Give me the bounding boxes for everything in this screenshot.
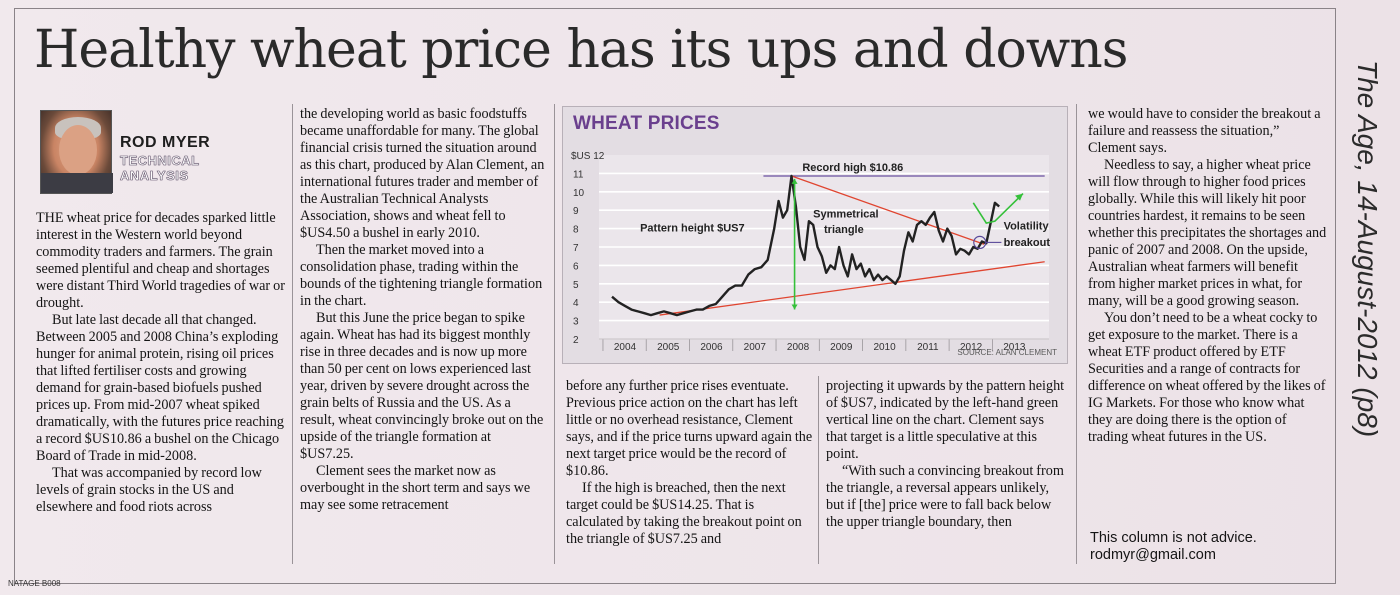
pattern-arrow-head-top [791,178,798,184]
series-layer [611,174,1000,317]
volatility-label-2: breakout [1004,237,1051,249]
paragraph: we would have to consider the breakout a… [1088,106,1321,156]
column-2: the developing world as basic foodstuffs… [300,106,546,514]
paragraph: Clement sees the market now as overbough… [300,463,531,513]
y-tick-label: 8 [573,225,579,236]
paragraph: But late last decade all that changed. B… [36,312,284,464]
y-tick-label: 6 [573,261,579,272]
author-tag-line2: ANALYSIS [120,168,189,184]
handwritten-text: The Age, 14-August-2012 (p8) [1352,60,1383,437]
pattern-height-label: Pattern height $US7 [640,222,745,234]
handwritten-note: The Age, 14-August-2012 (p8) [1352,60,1383,437]
paragraph: But this June the price began to spike a… [300,310,544,462]
page-code: NATAGE B008 [8,579,61,588]
y-tick-label: 10 [573,188,585,199]
column-divider [292,104,293,564]
byline: ROD MYER TECHNICAL ANALYSIS [36,106,288,196]
column-3: before any further price rises eventuate… [566,378,814,548]
y-tick-label: 4 [573,298,579,309]
chart-svg: 2 3 4 5 6 7 8 9 10 11 $US 12 2004 2005 2006 2007 2008 20… [571,151,1050,353]
x-tick-label: 2009 [830,342,853,353]
paragraph: the developing world as basic foodstuffs… [300,106,545,241]
triangle-label-2: triangle [824,224,864,236]
chart-source: SOURCE: ALAN CLEMENT [957,348,1057,357]
y-axis-label: $US 12 [571,151,605,162]
y-tick-label: 11 [573,169,584,180]
author-shirt [41,173,113,193]
paragraph: That was accompanied by record low level… [36,465,262,515]
paragraph: Then the market moved into a consolidati… [300,242,543,309]
headline: Healthy wheat price has its ups and down… [34,20,1128,80]
grid-layer [599,155,1049,351]
x-tick-label: 2006 [700,342,723,353]
y-tick-label: 7 [573,243,579,254]
author-email: rodmyr@gmail.com [1090,547,1216,563]
y-tick-label: 3 [573,317,579,328]
record-high-label: Record high $10.86 [802,162,903,174]
x-tick-label: 2012 [960,342,983,353]
column-divider [818,376,819,564]
upper-trend-line [791,175,985,245]
x-tick-label: 2007 [744,342,767,353]
price-series-line [611,174,1000,317]
wheat-price-chart: WHEAT PRICES 2 3 4 5 6 7 8 9 10 11 $US 12 2004 2005 2… [562,106,1068,364]
column-divider [1076,104,1077,564]
paragraph: THE wheat price for decades sparked litt… [36,210,285,311]
author-name: ROD MYER [120,134,211,151]
column-5: we would have to consider the breakout a… [1088,106,1328,446]
column-1: THE wheat price for decades sparked litt… [36,210,288,516]
author-tag: TECHNICAL ANALYSIS [120,153,200,184]
x-tick-label: 2004 [614,342,637,353]
column-divider [554,104,555,564]
breakout-arrow-head [1015,193,1024,201]
overlay-layer [791,178,1024,310]
paragraph: If the high is breached, then the next t… [566,480,802,547]
triangle-label-1: Symmetrical [813,209,878,221]
x-tick-label: 2010 [873,342,896,353]
paragraph: before any further price rises eventuate… [566,378,813,479]
paragraph: “With such a convincing breakout from th… [826,463,1064,530]
trend-layer [659,175,1045,316]
y-tick-label: 9 [573,206,579,217]
y-tick-label: 2 [573,335,579,346]
author-face [59,125,97,175]
x-tick-label: 2011 [917,342,939,353]
paragraph: Needless to say, a higher wheat price wi… [1088,157,1327,309]
label-layer: 2 3 4 5 6 7 8 9 10 11 $US 12 2004 2005 2006 2007 2008 20… [571,151,1050,353]
volatility-label-1: Volatility [1004,221,1050,233]
breakout-arrow [972,193,1024,225]
sign-off: This column is not advice. [1090,530,1257,546]
y-tick-label: 5 [573,280,579,291]
author-photo [40,110,113,194]
x-tick-label: 2013 [1003,342,1026,353]
pattern-arrow-head-bottom [791,304,798,310]
x-tick-label: 2005 [657,342,680,353]
x-tick-label: 2008 [787,342,810,353]
paragraph: projecting it upwards by the pattern hei… [826,378,1065,462]
lower-trend-line [659,261,1045,316]
author-tag-line1: TECHNICAL [120,153,200,169]
chart-title: WHEAT PRICES [573,113,720,134]
column-4: projecting it upwards by the pattern hei… [826,378,1066,531]
paragraph: You don’t need to be a wheat cocky to ge… [1088,310,1326,445]
column-frame [14,8,1336,584]
